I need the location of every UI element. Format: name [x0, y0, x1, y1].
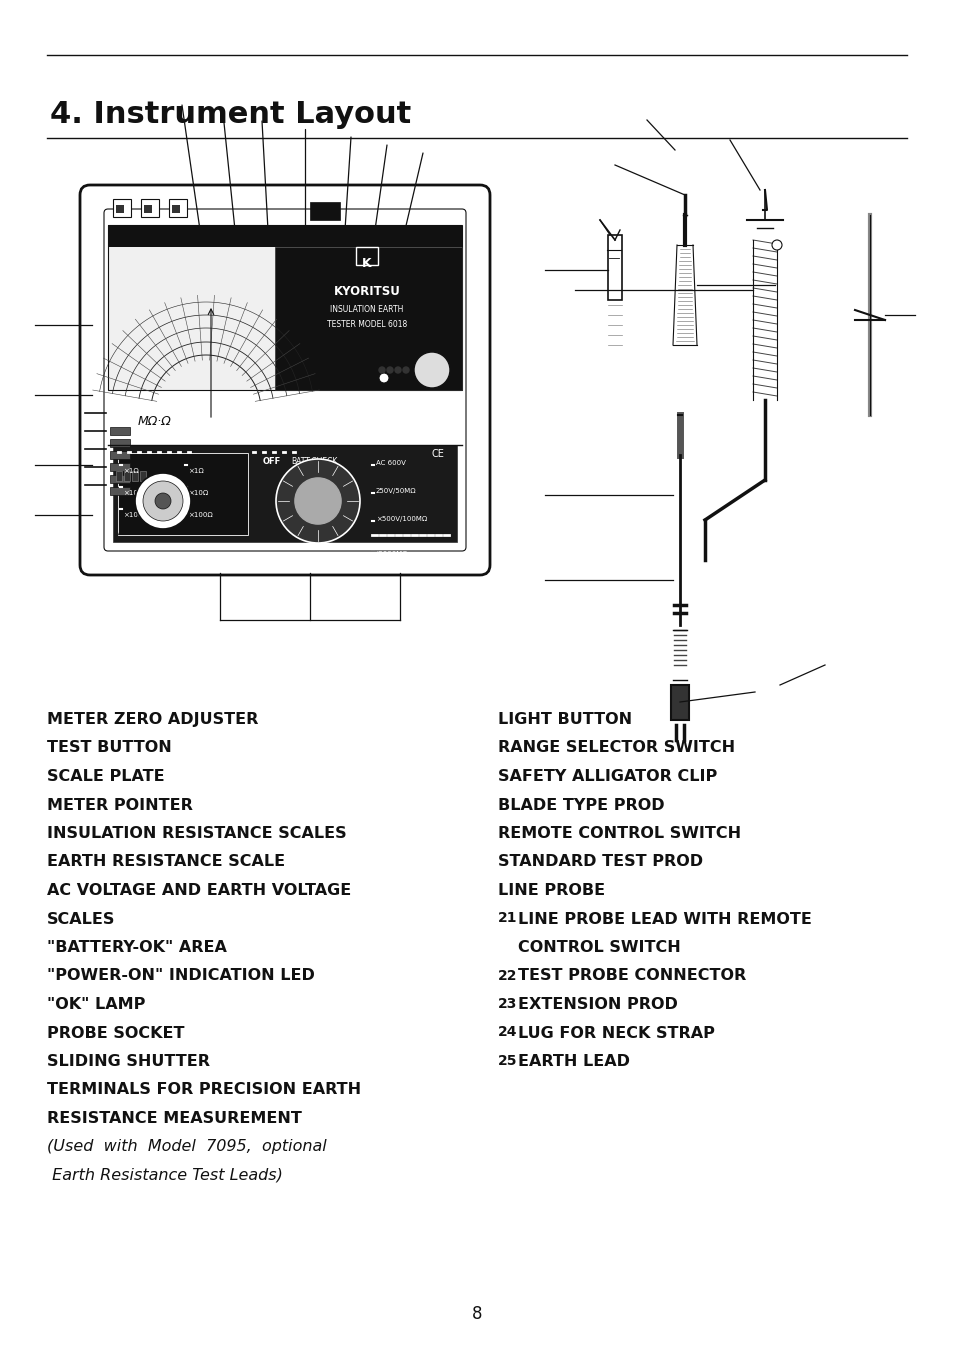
Circle shape: [387, 367, 393, 373]
Bar: [110, 463, 130, 471]
Bar: [110, 427, 130, 435]
Circle shape: [771, 240, 781, 250]
Text: TERMINALS FOR PRECISION EARTH: TERMINALS FOR PRECISION EARTH: [47, 1082, 361, 1097]
Bar: [140, 471, 146, 481]
Text: 23: 23: [497, 997, 517, 1011]
Text: SCALES: SCALES: [47, 911, 115, 926]
Bar: [116, 471, 122, 481]
Text: ×1Ω: ×1Ω: [123, 468, 138, 474]
Bar: [112, 446, 456, 542]
Text: Earth Resistance Test Leads): Earth Resistance Test Leads): [47, 1168, 283, 1183]
Text: "OK" LAMP: "OK" LAMP: [47, 997, 145, 1012]
Text: KYORITSU: KYORITSU: [334, 285, 400, 297]
Text: EARTH RESISTANCE SCALE: EARTH RESISTANCE SCALE: [47, 855, 285, 870]
Bar: [169, 199, 187, 217]
Text: ×100Ω: ×100Ω: [188, 511, 213, 518]
Text: "BATTERY-OK" AREA: "BATTERY-OK" AREA: [47, 940, 227, 956]
Text: STANDARD TEST PROD: STANDARD TEST PROD: [497, 855, 702, 870]
Circle shape: [135, 472, 191, 529]
Text: PROBE SOCKET: PROBE SOCKET: [47, 1026, 184, 1040]
Text: ×10Ω: ×10Ω: [188, 490, 208, 495]
Text: LUG FOR NECK STRAP: LUG FOR NECK STRAP: [517, 1026, 714, 1040]
Bar: [108, 225, 461, 390]
Bar: [144, 205, 152, 213]
Text: TESTER MODEL 6018: TESTER MODEL 6018: [327, 320, 407, 328]
Circle shape: [414, 353, 450, 388]
Text: EXTENSION PROD: EXTENSION PROD: [517, 997, 678, 1012]
Circle shape: [143, 481, 183, 521]
Bar: [132, 471, 138, 481]
Text: 24: 24: [497, 1026, 517, 1039]
Text: LIGHT BUTTON: LIGHT BUTTON: [497, 712, 632, 727]
FancyBboxPatch shape: [104, 209, 465, 551]
Bar: [110, 487, 130, 495]
Text: LINE PROBE LEAD WITH REMOTE: LINE PROBE LEAD WITH REMOTE: [517, 911, 811, 926]
Text: 4. Instrument Layout: 4. Instrument Layout: [50, 100, 411, 129]
Text: SLIDING SHUTTER: SLIDING SHUTTER: [47, 1054, 210, 1069]
Text: 🔒: 🔒: [185, 491, 190, 501]
Circle shape: [378, 373, 389, 384]
Text: TEST BUTTON: TEST BUTTON: [47, 740, 172, 755]
Text: RESISTANCE MEASUREMENT: RESISTANCE MEASUREMENT: [47, 1110, 301, 1127]
Text: BLADE TYPE PROD: BLADE TYPE PROD: [497, 797, 664, 813]
Text: ×500V/100MΩ: ×500V/100MΩ: [375, 516, 427, 522]
Circle shape: [154, 493, 171, 509]
Text: POWER: POWER: [367, 366, 387, 371]
Text: ON: ON: [367, 376, 375, 381]
Bar: [670, 685, 688, 720]
Circle shape: [275, 459, 359, 542]
Text: ×1Ω: ×1Ω: [188, 468, 204, 474]
Circle shape: [395, 367, 400, 373]
Text: SCALE PLATE: SCALE PLATE: [47, 769, 165, 783]
Text: 25: 25: [497, 1054, 517, 1067]
Text: METER ZERO ADJUSTER: METER ZERO ADJUSTER: [47, 712, 258, 727]
Text: RANGE SELECTOR SWITCH: RANGE SELECTOR SWITCH: [497, 740, 735, 755]
Bar: [607, 236, 621, 300]
Text: TEST PROBE CONNECTOR: TEST PROBE CONNECTOR: [517, 969, 745, 984]
FancyBboxPatch shape: [80, 184, 490, 575]
Bar: [355, 248, 377, 265]
Text: OK: OK: [423, 343, 434, 349]
Bar: [108, 225, 461, 248]
Text: REMOTE CONTROL SWITCH: REMOTE CONTROL SWITCH: [497, 826, 740, 841]
Text: AC VOLTAGE AND EARTH VOLTAGE: AC VOLTAGE AND EARTH VOLTAGE: [47, 883, 351, 898]
Bar: [110, 439, 130, 447]
Text: OFF: OFF: [263, 458, 281, 466]
Text: 21: 21: [497, 911, 517, 926]
Text: 250V/50MΩ: 250V/50MΩ: [375, 489, 416, 494]
Bar: [274, 248, 461, 390]
Bar: [310, 202, 339, 219]
Text: BATT.CHECK: BATT.CHECK: [291, 458, 337, 466]
Bar: [110, 475, 130, 483]
Text: MΩ·Ω: MΩ·Ω: [138, 415, 172, 428]
Circle shape: [378, 367, 385, 373]
Text: SAFETY ALLIGATOR CLIP: SAFETY ALLIGATOR CLIP: [497, 769, 717, 783]
Text: 8: 8: [471, 1306, 482, 1323]
Text: ×10Ω: ×10Ω: [123, 490, 143, 495]
Text: EARTH LEAD: EARTH LEAD: [517, 1054, 629, 1069]
Text: METER POINTER: METER POINTER: [47, 797, 193, 813]
Circle shape: [294, 478, 341, 524]
Text: INSULATION EARTH: INSULATION EARTH: [330, 306, 403, 314]
Bar: [118, 454, 248, 534]
Bar: [141, 199, 159, 217]
Text: CE: CE: [432, 450, 444, 459]
Text: ×100Ω: ×100Ω: [123, 511, 148, 518]
Bar: [172, 205, 180, 213]
Text: AC 600V: AC 600V: [375, 460, 405, 466]
Text: (Used  with  Model  7095,  optional: (Used with Model 7095, optional: [47, 1140, 327, 1155]
Bar: [124, 471, 130, 481]
Text: ×1000V
/2000MΩ: ×1000V /2000MΩ: [375, 544, 407, 557]
Bar: [116, 205, 124, 213]
Text: 22: 22: [497, 969, 517, 983]
Text: K: K: [362, 257, 372, 271]
Circle shape: [402, 367, 409, 373]
Text: "POWER-ON" INDICATION LED: "POWER-ON" INDICATION LED: [47, 969, 314, 984]
Bar: [110, 451, 130, 459]
Text: INSULATION RESISTANCE SCALES: INSULATION RESISTANCE SCALES: [47, 826, 346, 841]
Text: LINE PROBE: LINE PROBE: [497, 883, 604, 898]
Bar: [112, 199, 131, 217]
Text: ⚠: ⚠: [116, 528, 126, 537]
Text: CONTROL SWITCH: CONTROL SWITCH: [517, 940, 680, 956]
